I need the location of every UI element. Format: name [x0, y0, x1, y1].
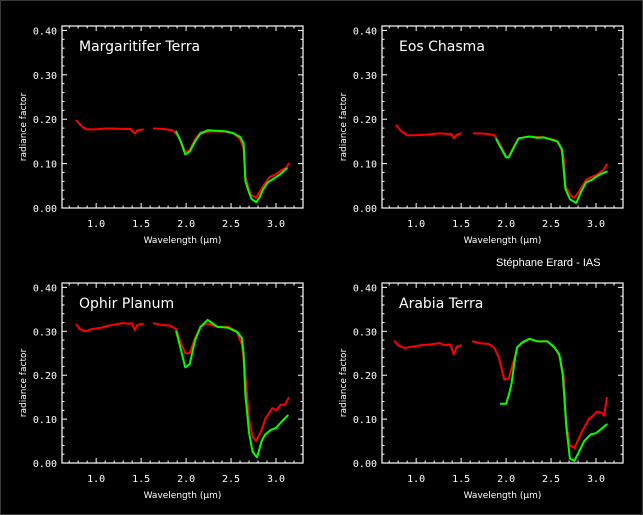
- series-line-red-1: [75, 119, 144, 135]
- y-tick-label: 0.30: [33, 327, 57, 338]
- y-tick-label: 0.20: [353, 115, 377, 126]
- x-axis-title: Wavelength (µm): [144, 491, 222, 501]
- y-tick-label: 0.10: [33, 160, 57, 171]
- x-tick-label: 2.0: [177, 219, 195, 230]
- series-line-green: [175, 318, 289, 459]
- x-tick-label: 2.5: [222, 219, 240, 230]
- y-tick-label: 0.20: [353, 371, 377, 382]
- y-tick-label: 0.00: [33, 204, 57, 215]
- panel-eos-chasma: 1.0 1.5 2.0 2.5 3.0 0.00 0.10 0.20 0.30 0.40 Wavel…: [339, 25, 624, 246]
- panel-title: Eos Chasma: [399, 39, 485, 55]
- y-tick-label: 0.40: [353, 283, 377, 294]
- x-tick-label: 3.0: [267, 219, 285, 230]
- x-tick-label: 2.5: [542, 219, 560, 230]
- credit-text: Stéphane Erard - IAS: [496, 257, 601, 269]
- x-tick-label: 2.5: [542, 474, 560, 485]
- x-tick-label: 1.0: [407, 219, 425, 230]
- panel-title: Margaritifer Terra: [79, 39, 200, 55]
- x-axis-title: Wavelength (µm): [144, 236, 222, 246]
- y-tick-label: 0.20: [33, 115, 57, 126]
- x-tick-label: 3.0: [587, 474, 605, 485]
- y-axis-title: radiance factor: [339, 93, 349, 162]
- series-line-red-2: [152, 127, 290, 199]
- x-tick-label: 3.0: [587, 219, 605, 230]
- y-tick-label: 0.10: [353, 415, 377, 426]
- y-tick-label: 0.30: [33, 71, 57, 82]
- y-tick-label: 0.20: [33, 371, 57, 382]
- x-tick-label: 1.0: [87, 474, 105, 485]
- y-axis-title: radiance factor: [19, 93, 29, 162]
- x-axis-title: Wavelength (µm): [464, 491, 542, 501]
- y-tick-label: 0.10: [353, 160, 377, 171]
- x-tick-label: 1.5: [132, 219, 150, 230]
- x-tick-label: 2.5: [222, 474, 240, 485]
- series-line-red-1: [395, 124, 463, 140]
- y-tick-label: 0.40: [33, 26, 57, 37]
- x-tick-label: 3.0: [267, 474, 285, 485]
- series-line-red-2: [152, 322, 290, 442]
- panel-margaritifer-terra: 1.0 1.5 2.0 2.5 3.0 0.00 0.10 0.20 0.30 0.40 Wavel…: [19, 25, 304, 246]
- x-tick-label: 1.0: [87, 219, 105, 230]
- series-line-red-1: [75, 322, 144, 333]
- x-tick-label: 2.0: [497, 219, 515, 230]
- y-tick-label: 0.00: [353, 459, 377, 470]
- y-tick-label: 0.30: [353, 327, 377, 338]
- x-tick-label: 1.5: [452, 219, 470, 230]
- y-tick-label: 0.40: [353, 26, 377, 37]
- panel-title: Arabia Terra: [399, 296, 483, 312]
- plot-frame: [61, 25, 304, 209]
- plot-frame: [381, 282, 624, 464]
- y-axis-title: radiance factor: [339, 349, 349, 418]
- series-line-red-2: [471, 337, 608, 450]
- panel-arabia-terra: 1.0 1.5 2.0 2.5 3.0 0.00 0.10 0.20 0.30 0.40 Wavel…: [339, 282, 624, 501]
- panel-ophir-planum: 1.0 1.5 2.0 2.5 3.0 0.00 0.10 0.20 0.30 0.40 Wavel…: [19, 282, 304, 501]
- series-line-green: [495, 135, 608, 205]
- y-tick-label: 0.10: [33, 415, 57, 426]
- y-tick-label: 0.40: [33, 283, 57, 294]
- y-tick-label: 0.00: [353, 204, 377, 215]
- x-axis-title: Wavelength (µm): [464, 236, 542, 246]
- series-line-green: [499, 337, 608, 462]
- x-tick-label: 1.5: [132, 474, 150, 485]
- series-line-green: [175, 129, 288, 204]
- plot-frame: [61, 282, 304, 464]
- x-tick-label: 1.5: [452, 474, 470, 485]
- y-axis-title: radiance factor: [19, 349, 29, 418]
- y-tick-label: 0.00: [33, 459, 57, 470]
- series-line-red-2: [472, 132, 608, 199]
- y-tick-label: 0.30: [353, 71, 377, 82]
- x-tick-label: 2.0: [497, 474, 515, 485]
- series-line-red-1: [393, 340, 463, 356]
- panel-title: Ophir Planum: [79, 296, 174, 312]
- plot-frame: [381, 25, 624, 209]
- x-tick-label: 2.0: [177, 474, 195, 485]
- x-tick-label: 1.0: [407, 474, 425, 485]
